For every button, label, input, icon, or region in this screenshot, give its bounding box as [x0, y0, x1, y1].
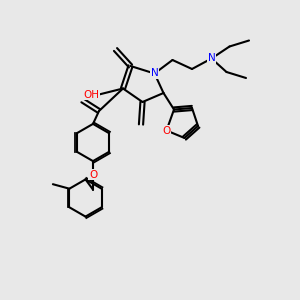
Text: OH: OH — [83, 89, 99, 100]
Text: N: N — [208, 53, 215, 64]
Text: N: N — [151, 68, 158, 79]
Text: O: O — [89, 169, 97, 180]
Text: O: O — [162, 125, 171, 136]
